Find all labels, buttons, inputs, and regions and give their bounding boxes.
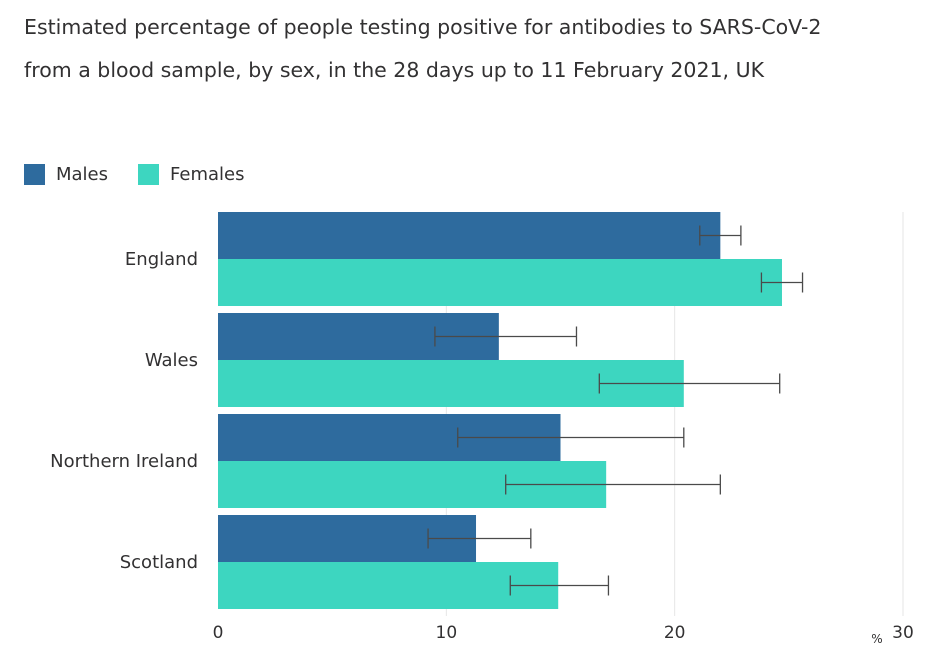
legend-item-males: Males bbox=[24, 164, 108, 185]
bar-females-3 bbox=[218, 562, 559, 609]
bar-females-0 bbox=[218, 259, 782, 306]
chart-title: Estimated percentage of people testing p… bbox=[24, 15, 822, 82]
legend: Males Females bbox=[24, 164, 244, 185]
legend-swatch-females bbox=[138, 164, 160, 185]
bar-males-0 bbox=[218, 212, 721, 259]
category-label-0: England bbox=[125, 249, 198, 270]
legend-swatch-males bbox=[24, 164, 45, 185]
x-tick-label-1: 10 bbox=[436, 623, 458, 643]
legend-label-females: Females bbox=[170, 164, 245, 185]
legend-label-males: Males bbox=[56, 164, 109, 185]
x-tick-label-3: 30 bbox=[892, 623, 914, 643]
category-label-1: Wales bbox=[145, 350, 198, 371]
x-tick-label-0: 0 bbox=[213, 623, 224, 643]
legend-item-females: Females bbox=[138, 164, 244, 185]
category-label-3: Scotland bbox=[120, 552, 198, 573]
x-unit-label: % bbox=[871, 632, 882, 646]
category-label-2: Northern Ireland bbox=[50, 451, 198, 472]
x-tick-label-2: 20 bbox=[664, 623, 686, 643]
